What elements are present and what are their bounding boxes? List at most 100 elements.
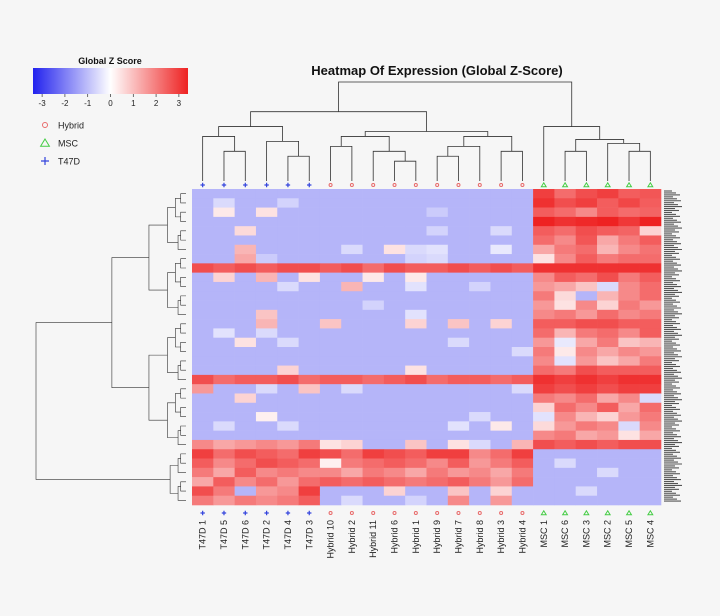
- heatmap-cell: [490, 319, 513, 329]
- heatmap-cell: [447, 189, 470, 199]
- heatmap-cell: [639, 291, 662, 301]
- heatmap-cell: [362, 439, 385, 450]
- dendrogram-branch: [338, 81, 573, 127]
- heatmap-cell: [405, 495, 427, 506]
- heatmap-cell: [277, 198, 299, 208]
- heatmap-cell: [298, 272, 321, 283]
- heatmap-cell: [469, 477, 491, 487]
- heatmap-cell: [213, 300, 235, 311]
- heatmap-cell: [447, 300, 470, 311]
- heatmap-cell: [426, 393, 449, 404]
- heatmap-cell: [426, 263, 449, 273]
- heatmap-cell: [405, 412, 427, 422]
- heatmap-cell: [298, 477, 321, 487]
- heatmap-cell: [341, 356, 363, 366]
- heatmap-cell: [341, 374, 363, 385]
- heatmap-cell: [533, 374, 555, 385]
- heatmap-cell: [490, 402, 513, 413]
- heatmap-cell: [554, 235, 577, 246]
- heatmap-cell: [554, 207, 577, 218]
- heatmap-cell: [255, 402, 278, 413]
- heatmap-cell: [319, 272, 342, 283]
- heatmap-cell: [341, 347, 363, 357]
- heatmap-cell: [255, 328, 278, 339]
- heatmap-cell: [469, 495, 491, 506]
- dendrogram-branch: [180, 342, 186, 352]
- heatmap-cell: [255, 244, 278, 255]
- heatmap-cell: [554, 328, 577, 339]
- heatmap-cell: [383, 384, 406, 394]
- heatmap-cell: [362, 263, 385, 273]
- heatmap-cell: [319, 328, 342, 339]
- heatmap-cell: [298, 402, 321, 413]
- heatmap-cell: [383, 356, 406, 366]
- heatmap-cell: [277, 216, 299, 227]
- heatmap-cell: [426, 347, 449, 357]
- colorbar-title: Global Z Score: [78, 56, 142, 66]
- heatmap-cell: [469, 328, 491, 339]
- heatmap-cell: [405, 244, 427, 255]
- heatmap-cell: [319, 449, 342, 459]
- heatmap-cell: [597, 347, 619, 357]
- column-label: Hybrid 11: [368, 520, 378, 558]
- heatmap-cell: [554, 365, 577, 376]
- triangle-marker: [647, 509, 654, 516]
- heatmap-cell: [255, 216, 278, 227]
- heatmap-cell: [319, 189, 342, 199]
- heatmap-cell: [362, 300, 385, 311]
- heatmap-cell: [341, 216, 363, 227]
- circle-marker: [435, 183, 440, 187]
- heatmap-cell: [277, 477, 299, 487]
- heatmap-cell: [533, 244, 555, 255]
- heatmap-cell: [362, 374, 385, 385]
- heatmap-cell: [447, 393, 470, 404]
- heatmap-cell: [490, 412, 513, 422]
- heatmap-cell: [490, 198, 513, 208]
- heatmap-cell: [277, 458, 299, 469]
- heatmap-cell: [192, 216, 214, 227]
- circle-marker: [477, 511, 482, 515]
- heatmap-cell: [383, 235, 406, 246]
- heatmap-cell: [383, 486, 406, 497]
- dendrogram-branch: [340, 136, 390, 152]
- heatmap-cell: [405, 263, 427, 273]
- heatmap-cell: [362, 337, 385, 348]
- heatmap-cell: [255, 189, 278, 199]
- dendrogram-branch: [250, 111, 427, 132]
- heatmap-cell: [277, 393, 299, 404]
- dendrogram-branch: [175, 393, 181, 413]
- heatmap-cell: [447, 467, 470, 478]
- heatmap-cell: [554, 374, 577, 385]
- heatmap-cell: [405, 189, 427, 199]
- heatmap-cell: [362, 198, 385, 208]
- heatmap-cell: [618, 235, 640, 246]
- heatmap-cell: [405, 384, 427, 394]
- heatmap-cell: [490, 281, 513, 292]
- heatmap-cell: [618, 449, 640, 459]
- heatmap-cell: [490, 393, 513, 404]
- dendrogram-branch: [167, 207, 179, 243]
- heatmap-cell: [341, 393, 363, 404]
- heatmap-cell: [597, 430, 619, 441]
- heatmap-cell: [319, 430, 342, 441]
- heatmap-cell: [405, 226, 427, 236]
- heatmap-cell: [383, 216, 406, 227]
- heatmap-cell: [319, 300, 342, 311]
- heatmap-cell: [469, 254, 491, 264]
- heatmap-cell: [213, 291, 235, 301]
- heatmap-cell: [575, 402, 598, 413]
- heatmap-cell: [277, 337, 299, 348]
- heatmap-cell: [618, 319, 640, 329]
- heatmap-cell: [234, 412, 257, 422]
- heatmap-cell: [383, 300, 406, 311]
- heatmap-cell: [362, 393, 385, 404]
- heatmap-cell: [575, 356, 598, 366]
- heatmap-cell: [255, 272, 278, 283]
- heatmap-cell: [469, 291, 491, 301]
- heatmap-cell: [362, 272, 385, 283]
- heatmap-cell: [639, 347, 662, 357]
- heatmap-cell: [575, 347, 598, 357]
- heatmap-cell: [597, 216, 619, 227]
- heatmap-cell: [298, 430, 321, 441]
- heatmap-cell: [277, 412, 299, 422]
